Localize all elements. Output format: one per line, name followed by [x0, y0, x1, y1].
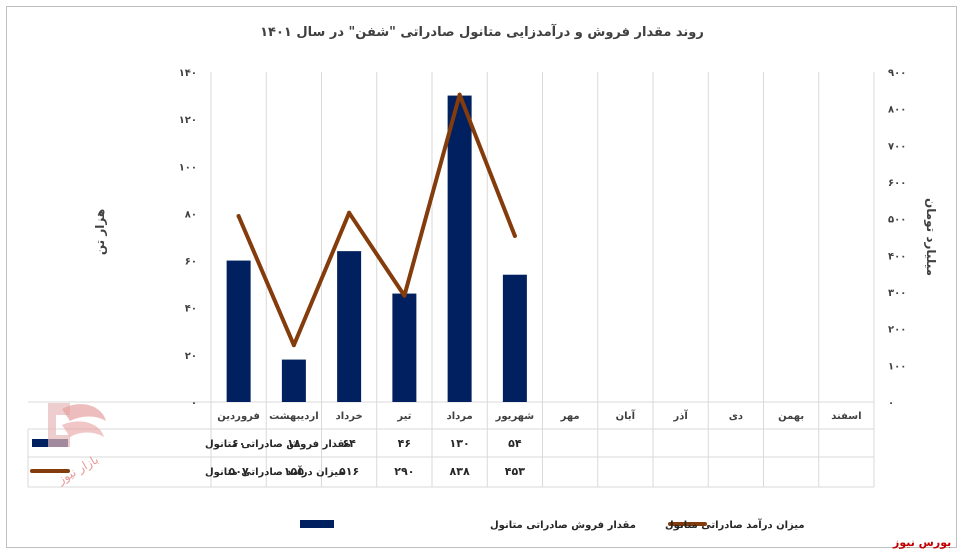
right-axis-ticks: ۰ ۱۰۰ ۲۰۰ ۳۰۰ ۴۰۰ ۵۰۰ ۶۰۰ ۷۰۰ ۸۰۰ ۹۰۰ — [888, 68, 906, 409]
right-tick-label: ۵۰۰ — [888, 215, 906, 226]
data-label: ۶۴ — [342, 437, 356, 450]
data-label: ۵۱۶ — [339, 465, 359, 478]
grid-lines — [27, 72, 875, 488]
category-label: آبان — [616, 409, 636, 422]
right-tick-label: ۰ — [888, 398, 894, 409]
line-point — [402, 293, 407, 298]
category-label: تیر — [396, 411, 411, 422]
right-tick-label: ۲۰۰ — [888, 325, 906, 336]
brand-label: بورس نیوز — [893, 536, 952, 549]
data-label: ۶۰ — [232, 437, 245, 450]
y-left-label: هزار تن — [93, 209, 107, 255]
series-line — [236, 92, 517, 348]
category-label: دی — [729, 411, 743, 422]
watermark-text: بازار نیوز — [54, 452, 101, 488]
watermark-logo: بازار نیوز — [48, 403, 106, 488]
right-tick-label: ۱۰۰ — [888, 361, 906, 372]
right-tick-label: ۶۰۰ — [888, 178, 906, 189]
bar — [447, 95, 472, 403]
left-tick-label: ۸۰ — [185, 209, 197, 220]
bar — [502, 274, 527, 402]
category-label: خرداد — [336, 411, 363, 422]
data-label: ۱۳۰ — [450, 437, 470, 450]
line-point — [236, 214, 241, 219]
category-label: بهمن — [778, 411, 804, 422]
left-tick-label: ۶۰ — [185, 257, 197, 268]
right-tick-label: ۴۰۰ — [888, 251, 906, 262]
left-tick-label: ۲۰ — [185, 351, 197, 362]
line-point — [512, 233, 517, 238]
data-label: ۱۸ — [287, 437, 301, 450]
category-label: شهریور — [495, 411, 535, 422]
data-label: ۴۶ — [398, 437, 411, 450]
chart-title: روند مقدار فروش و درآمدزایی متانول صادرا… — [260, 23, 704, 40]
table-row-header: مقدار فروش صادراتی متانول — [205, 439, 351, 450]
category-label: فروردین — [217, 411, 260, 422]
category-label: اسفند — [831, 411, 861, 422]
category-label: مرداد — [447, 411, 473, 422]
line-series — [236, 92, 517, 348]
line-point — [347, 210, 352, 215]
data-label: ۵۰۷ — [229, 465, 249, 478]
right-tick-label: ۳۰۰ — [888, 288, 906, 299]
legend: میزان درآمد صادراتی متانول مقدار فروش صاد… — [300, 518, 805, 531]
left-tick-label: ۱۴۰ — [179, 68, 197, 79]
data-label: ۲۹۰ — [394, 465, 414, 478]
bar — [226, 260, 251, 402]
right-tick-label: ۸۰۰ — [888, 105, 906, 116]
data-label: ۸۳۸ — [450, 465, 470, 478]
left-tick-label: ۰ — [191, 398, 197, 409]
legend-key-bar — [300, 520, 334, 528]
left-axis-ticks: ۰ ۲۰ ۴۰ ۶۰ ۸۰ ۱۰۰ ۱۲۰ ۱۴۰ — [179, 68, 197, 409]
data-table: فروردین اردیبهشت خرداد تیر مرداد شهریور مهر آبا… — [30, 409, 862, 478]
left-tick-label: ۱۲۰ — [179, 115, 197, 126]
chart-frame — [6, 6, 957, 548]
line-point — [291, 343, 296, 348]
y-right-label: میلیارد تومان — [923, 198, 938, 276]
bar-series — [226, 95, 527, 403]
left-tick-label: ۱۰۰ — [179, 162, 197, 173]
legend-label: میزان درآمد صادراتی متانول — [665, 518, 805, 531]
left-tick-label: ۴۰ — [185, 304, 197, 315]
category-label: مهر — [560, 411, 580, 422]
table-row-header: میزان درآمد صادراتی متانول — [205, 465, 345, 478]
category-label: اردیبهشت — [269, 411, 319, 422]
data-label: ۵۴ — [508, 437, 522, 450]
line-point — [457, 92, 462, 97]
bar — [392, 293, 417, 402]
data-label: ۱۵۵ — [284, 465, 304, 478]
right-tick-label: ۷۰۰ — [888, 141, 906, 152]
bar — [281, 359, 306, 402]
data-label: ۴۵۳ — [505, 465, 525, 478]
category-label: آذر — [672, 409, 688, 422]
legend-label: مقدار فروش صادراتی متانول — [490, 520, 636, 531]
bar — [337, 251, 362, 402]
right-tick-label: ۹۰۰ — [888, 68, 906, 79]
